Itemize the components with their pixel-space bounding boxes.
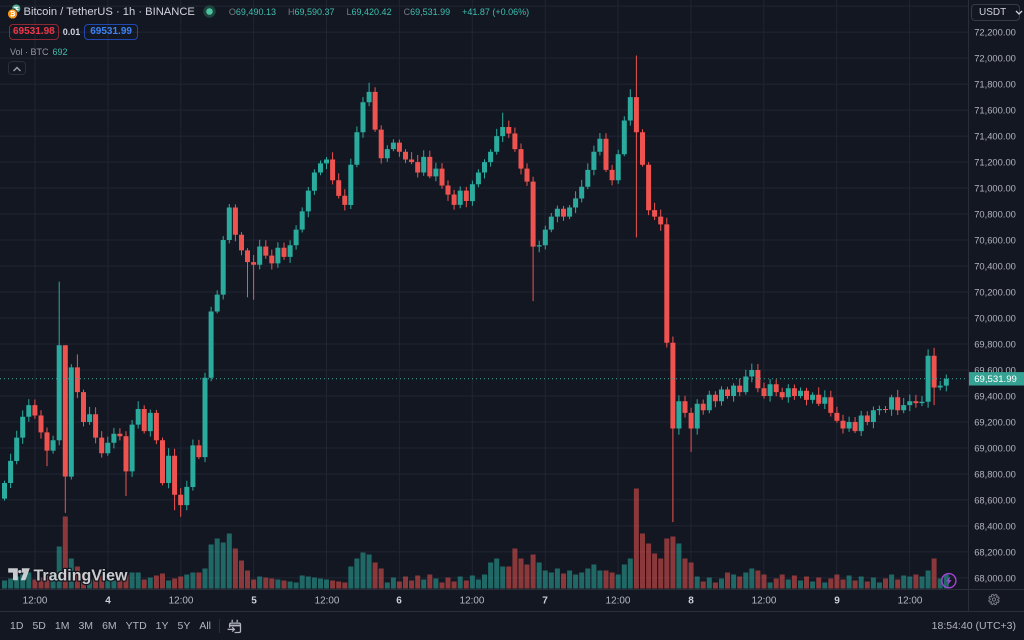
svg-text:70,000.00: 70,000.00 <box>974 312 1016 323</box>
svg-text:71,400.00: 71,400.00 <box>974 131 1016 142</box>
svg-text:69,600.00: 69,600.00 <box>974 364 1016 375</box>
svg-text:12:00: 12:00 <box>898 596 923 607</box>
svg-text:6: 6 <box>396 596 402 607</box>
svg-text:71,200.00: 71,200.00 <box>974 157 1016 168</box>
svg-text:69,531.99: 69,531.99 <box>974 374 1017 385</box>
svg-text:71,000.00: 71,000.00 <box>974 183 1016 194</box>
svg-text:12:00: 12:00 <box>169 596 194 607</box>
svg-text:69,000.00: 69,000.00 <box>974 442 1016 453</box>
svg-text:70,200.00: 70,200.00 <box>974 286 1016 297</box>
svg-text:68,400.00: 68,400.00 <box>974 520 1016 531</box>
svg-text:8: 8 <box>688 596 694 607</box>
svg-text:68,200.00: 68,200.00 <box>974 546 1016 557</box>
svg-text:TradingView: TradingView <box>34 567 129 584</box>
svg-text:72,200.00: 72,200.00 <box>974 27 1016 38</box>
svg-text:68,800.00: 68,800.00 <box>974 468 1016 479</box>
svg-text:69,800.00: 69,800.00 <box>974 338 1016 349</box>
svg-text:7: 7 <box>542 596 548 607</box>
svg-text:70,400.00: 70,400.00 <box>974 260 1016 271</box>
svg-text:71,800.00: 71,800.00 <box>974 79 1016 90</box>
svg-text:12:00: 12:00 <box>606 596 631 607</box>
svg-text:12:00: 12:00 <box>752 596 777 607</box>
svg-text:9: 9 <box>834 596 840 607</box>
svg-text:68,000.00: 68,000.00 <box>974 572 1016 583</box>
svg-text:68,600.00: 68,600.00 <box>974 494 1016 505</box>
svg-text:5: 5 <box>251 596 257 607</box>
svg-text:70,800.00: 70,800.00 <box>974 208 1016 219</box>
svg-text:12:00: 12:00 <box>460 596 485 607</box>
svg-text:69,400.00: 69,400.00 <box>974 390 1016 401</box>
svg-text:12:00: 12:00 <box>23 596 48 607</box>
svg-text:70,600.00: 70,600.00 <box>974 234 1016 245</box>
svg-text:71,600.00: 71,600.00 <box>974 105 1016 116</box>
svg-text:69,200.00: 69,200.00 <box>974 416 1016 427</box>
svg-text:12:00: 12:00 <box>315 596 340 607</box>
svg-text:72,000.00: 72,000.00 <box>974 53 1016 64</box>
svg-text:4: 4 <box>105 596 111 607</box>
